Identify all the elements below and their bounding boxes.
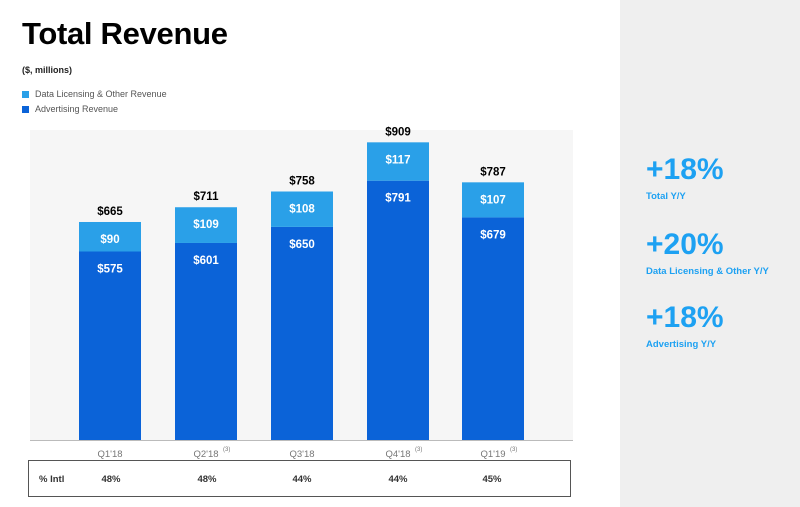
legend-item-data-licensing: Data Licensing & Other Revenue	[22, 89, 167, 99]
x-tick-label: Q2'18	[193, 449, 218, 460]
data-label-advertising: $679	[480, 229, 506, 241]
data-label-data-licensing: $107	[480, 194, 506, 206]
total-label: $711	[194, 191, 220, 203]
intl-table: % Intl 48% 48% 44% 44% 45%	[28, 460, 571, 497]
data-label-data-licensing: $117	[386, 154, 411, 166]
units-subtitle: ($, millions)	[22, 65, 73, 75]
bar-segment-advertising	[367, 180, 429, 440]
legend-item-advertising: Advertising Revenue	[22, 104, 118, 114]
stat-total-yy: +18% Total Y/Y	[646, 153, 724, 203]
total-label: $909	[385, 126, 411, 138]
stat-advertising-yy: +18% Advertising Y/Y	[646, 301, 724, 351]
x-tick-label: Q4'18	[385, 449, 410, 460]
intl-value: 44%	[292, 474, 312, 485]
stat-value: +20%	[646, 228, 724, 261]
stat-label: Total Y/Y	[646, 191, 686, 202]
total-label: $787	[480, 166, 506, 178]
data-label-advertising: $791	[385, 193, 411, 205]
data-label-data-licensing: $109	[193, 219, 219, 231]
stat-value: +18%	[646, 301, 724, 334]
stat-value: +18%	[646, 153, 724, 186]
stat-label: Advertising Y/Y	[646, 339, 717, 350]
bar-segment-advertising	[175, 242, 237, 440]
stat-data-licensing-yy: +20% Data Licensing & Other Y/Y	[646, 228, 769, 278]
data-label-data-licensing: $108	[289, 204, 315, 216]
bar-segment-data-licensing	[79, 221, 141, 252]
bar-segment-data-licensing	[367, 142, 429, 181]
bar-segment-advertising	[271, 226, 333, 440]
legend-label: Advertising Revenue	[35, 104, 119, 114]
data-label-data-licensing: $90	[100, 234, 119, 246]
revenue-bar-chart: $575 $90 $665 Q1'18 $601 $109 $711 Q2'18 (3) $650…	[30, 126, 573, 460]
bar-segment-data-licensing	[271, 191, 333, 227]
x-tick-footnote: (3)	[223, 447, 230, 453]
x-tick-label: Q1'18	[97, 449, 122, 460]
total-label: $665	[97, 206, 123, 218]
intl-value: 48%	[197, 474, 217, 485]
total-label: $758	[289, 176, 315, 188]
intl-value: 45%	[482, 474, 502, 485]
summary-panel	[620, 0, 800, 507]
bar-segment-data-licensing	[462, 182, 524, 218]
intl-value: 48%	[101, 474, 121, 485]
intl-value: 44%	[388, 474, 408, 485]
bar-segment-advertising	[79, 251, 141, 440]
x-tick-label: Q1'19	[480, 449, 505, 460]
legend-swatch	[22, 90, 29, 98]
data-label-advertising: $601	[193, 255, 219, 267]
x-tick-footnote: (3)	[510, 447, 517, 453]
x-tick-footnote: (3)	[415, 447, 422, 453]
data-label-advertising: $575	[97, 263, 123, 275]
legend-label: Data Licensing & Other Revenue	[35, 89, 167, 99]
page-title: Total Revenue	[22, 16, 228, 51]
data-label-advertising: $650	[289, 239, 315, 251]
x-tick-label: Q3'18	[289, 449, 314, 460]
stat-label: Data Licensing & Other Y/Y	[646, 266, 769, 277]
bar-segment-data-licensing	[175, 207, 237, 243]
intl-label: % Intl	[39, 474, 65, 485]
legend-swatch	[22, 105, 29, 113]
bar-segment-advertising	[462, 217, 524, 440]
